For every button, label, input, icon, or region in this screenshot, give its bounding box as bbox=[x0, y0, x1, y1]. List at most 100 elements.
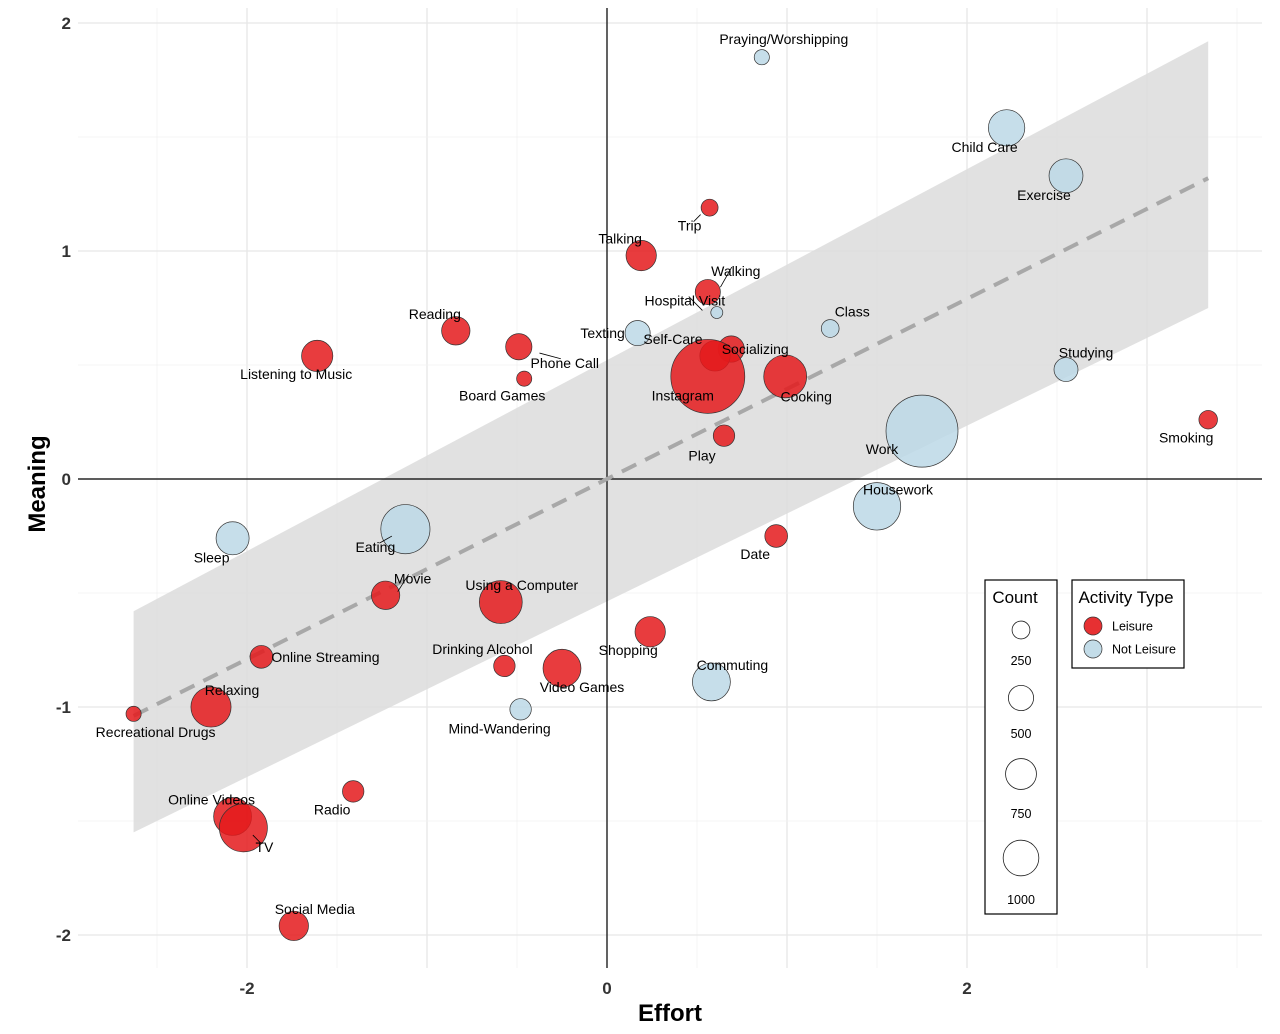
legend-type-swatch bbox=[1083, 616, 1103, 636]
data-point bbox=[542, 648, 582, 688]
data-point bbox=[516, 370, 533, 387]
data-point bbox=[493, 654, 516, 678]
point-label: Praying/Worshipping bbox=[719, 31, 848, 47]
point-label: Exercise bbox=[1017, 187, 1071, 203]
legend-type-title: Activity Type bbox=[1078, 588, 1173, 607]
data-point bbox=[1053, 357, 1079, 382]
label-leader-line bbox=[379, 535, 393, 544]
point-label: Reading bbox=[409, 306, 461, 322]
data-point bbox=[441, 316, 471, 346]
data-point bbox=[371, 580, 401, 610]
point-label: Socializing bbox=[722, 341, 789, 357]
x-tick-label: 2 bbox=[962, 979, 971, 998]
point-label: Recreational Drugs bbox=[96, 724, 216, 740]
legend-size-circle bbox=[1007, 684, 1035, 712]
point-label: Using a Computer bbox=[465, 577, 578, 593]
legend-size-label: 1000 bbox=[1007, 893, 1035, 907]
data-point bbox=[278, 910, 309, 941]
legend-size-label: 250 bbox=[1011, 654, 1032, 668]
data-point bbox=[1198, 410, 1218, 430]
data-point bbox=[694, 279, 721, 305]
legend-size-label: 500 bbox=[1011, 727, 1032, 741]
data-point bbox=[380, 504, 431, 555]
point-label: Board Games bbox=[459, 388, 545, 404]
point-labels: Praying/Worshipping Child Care Exercise Tri… bbox=[96, 31, 1214, 917]
data-point bbox=[625, 240, 657, 272]
point-label: Smoking bbox=[1159, 430, 1213, 446]
data-point bbox=[753, 49, 770, 66]
data-point bbox=[478, 580, 523, 624]
point-label: Work bbox=[866, 441, 899, 457]
data-point bbox=[624, 320, 651, 347]
data-point bbox=[763, 354, 808, 399]
label-leader-line bbox=[693, 214, 701, 222]
zero-axes bbox=[78, 8, 1262, 968]
point-label: Drinking Alcohol bbox=[432, 641, 532, 657]
data-point bbox=[670, 339, 746, 414]
label-leader-line bbox=[720, 266, 733, 288]
data-point bbox=[700, 198, 719, 217]
x-axis-title: Effort bbox=[638, 1000, 702, 1027]
legend-size-circle bbox=[1011, 620, 1031, 640]
point-label: Radio bbox=[314, 801, 351, 817]
y-tick-label: -1 bbox=[56, 698, 71, 717]
point-label: Video Games bbox=[540, 679, 625, 695]
x-tick-label: -2 bbox=[239, 979, 254, 998]
point-label: Walking bbox=[711, 263, 760, 279]
y-tick-label: 0 bbox=[62, 470, 71, 489]
data-point bbox=[764, 524, 788, 548]
point-label: Relaxing bbox=[205, 682, 259, 698]
data-point bbox=[634, 616, 666, 648]
point-label: Date bbox=[740, 546, 770, 562]
point-label: Class bbox=[835, 304, 870, 320]
legend-type-swatch bbox=[1083, 639, 1103, 659]
data-point bbox=[342, 780, 365, 803]
point-label: Cooking bbox=[781, 388, 832, 404]
data-point bbox=[988, 109, 1026, 147]
y-tick-label: -2 bbox=[56, 926, 71, 945]
data-point bbox=[820, 319, 840, 338]
legend-size-label: 750 bbox=[1011, 807, 1032, 821]
legend-size-circle bbox=[1005, 758, 1037, 790]
data-point bbox=[710, 306, 724, 319]
point-label: Online Streaming bbox=[271, 649, 379, 665]
legend-type-label: Leisure bbox=[1112, 620, 1153, 634]
data-point bbox=[852, 482, 902, 531]
legend-size-circle bbox=[1002, 839, 1040, 877]
point-label: Eating bbox=[356, 539, 396, 555]
confidence-band bbox=[133, 41, 1209, 833]
point-label: Shopping bbox=[599, 642, 658, 658]
legend-count-title: Count bbox=[992, 588, 1038, 607]
point-label: Child Care bbox=[952, 139, 1018, 155]
data-point bbox=[125, 705, 142, 722]
point-label: Phone Call bbox=[531, 355, 600, 371]
y-tick-label: 1 bbox=[62, 242, 71, 261]
data-point bbox=[215, 521, 250, 556]
point-label: Housework bbox=[863, 481, 934, 497]
point-label: Play bbox=[688, 448, 715, 464]
x-tick-label: 0 bbox=[602, 979, 611, 998]
data-point bbox=[219, 803, 268, 853]
tick-labels: -2 0 2 -2 -1 0 1 2 bbox=[56, 14, 972, 998]
point-label: Studying bbox=[1059, 345, 1113, 361]
data-points bbox=[125, 49, 1218, 941]
confidence-band-area bbox=[133, 41, 1209, 833]
point-label: Commuting bbox=[697, 657, 769, 673]
legend-type-label: Not Leisure bbox=[1112, 643, 1176, 657]
point-label: Movie bbox=[394, 570, 432, 586]
data-point bbox=[712, 424, 736, 447]
point-label: TV bbox=[255, 839, 274, 855]
data-point bbox=[505, 333, 533, 361]
data-point bbox=[301, 339, 334, 372]
legend-activity-type: Activity Type Leisure Not Leisure bbox=[1071, 579, 1185, 669]
y-axis-title: Meaning bbox=[24, 435, 51, 532]
data-point bbox=[692, 662, 731, 702]
point-label: Texting bbox=[580, 325, 624, 341]
point-label: Self-Care bbox=[643, 331, 702, 347]
point-label: Online Videos bbox=[168, 791, 255, 807]
data-point bbox=[1048, 158, 1084, 194]
point-label: Trip bbox=[678, 218, 702, 234]
point-label: Mind-Wandering bbox=[448, 720, 550, 736]
y-tick-label: 2 bbox=[62, 14, 71, 33]
